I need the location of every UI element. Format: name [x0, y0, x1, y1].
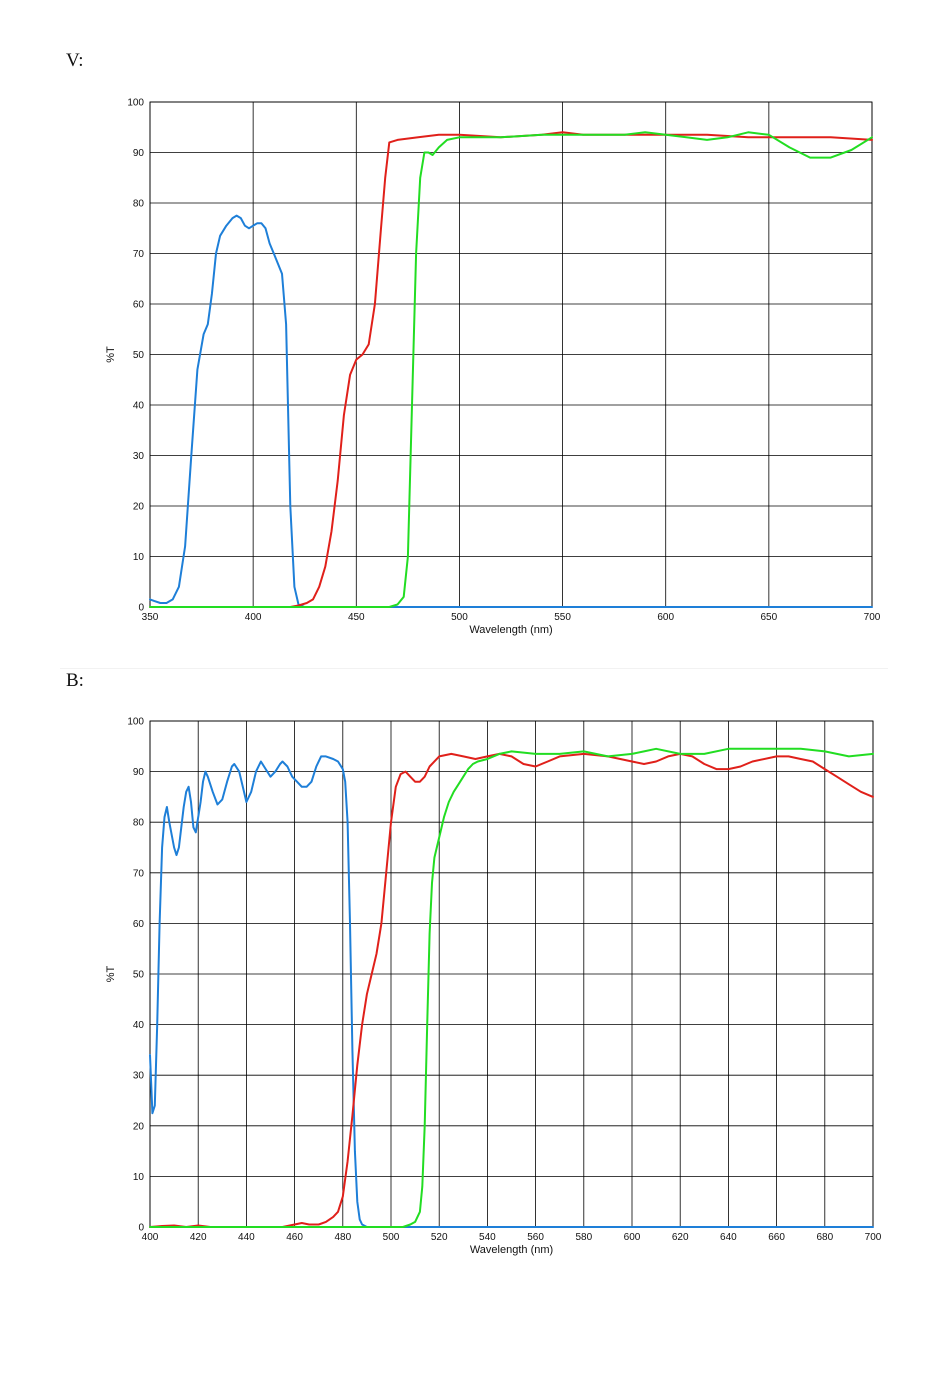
- x-tick-label: 450: [348, 612, 365, 623]
- y-tick-label: 100: [127, 717, 144, 728]
- y-tick-label: 0: [138, 603, 144, 614]
- x-tick-label: 420: [190, 1232, 207, 1243]
- y-tick-label: 80: [133, 818, 145, 829]
- x-tick-label: 480: [334, 1232, 351, 1243]
- x-tick-label: 640: [720, 1232, 737, 1243]
- series-line-1: [149, 214, 873, 608]
- series-line-3: [149, 131, 873, 608]
- panel-divider: [60, 668, 888, 669]
- x-tick-label: 350: [142, 612, 159, 623]
- x-tick-label: 580: [575, 1232, 592, 1243]
- y-tick-label: 60: [133, 919, 145, 930]
- x-tick-label: 550: [554, 612, 571, 623]
- y-tick-label: 80: [133, 199, 145, 210]
- x-tick-label: 440: [238, 1232, 255, 1243]
- y-tick-label: 0: [138, 1223, 144, 1234]
- x-tick-label: 700: [864, 612, 881, 623]
- y-tick-label: 40: [133, 1020, 145, 1031]
- y-tick-label: 20: [133, 502, 145, 513]
- x-tick-label: 500: [383, 1232, 400, 1243]
- y-tick-label: 50: [133, 350, 145, 361]
- x-tick-label: 680: [816, 1232, 833, 1243]
- y-tick-label: 100: [127, 98, 144, 109]
- y-tick-label: 10: [133, 1172, 145, 1183]
- y-tick-label: 60: [133, 300, 145, 311]
- y-tick-label: 70: [133, 868, 145, 879]
- y-tick-label: 30: [133, 1071, 145, 1082]
- y-tick-label: 50: [133, 970, 145, 981]
- y-tick-label: 40: [133, 401, 145, 412]
- y-axis-title: %T: [105, 965, 117, 982]
- y-tick-label: 90: [133, 767, 145, 778]
- x-axis-title: Wavelength (nm): [470, 1244, 553, 1256]
- x-tick-label: 520: [431, 1232, 448, 1243]
- x-tick-label: 600: [624, 1232, 641, 1243]
- x-tick-label: 540: [479, 1232, 496, 1243]
- series-line-2: [149, 131, 873, 608]
- chart-v-transmission: 0 10 20 30 40 50 60 70 80 90 100 350 400 450 500 550 600…: [105, 98, 881, 637]
- x-tick-label: 700: [865, 1232, 882, 1243]
- x-tick-label: 620: [672, 1232, 689, 1243]
- series-line-1: [149, 755, 874, 1228]
- y-tick-label: 90: [133, 148, 145, 159]
- x-tick-label: 560: [527, 1232, 544, 1243]
- series-line-3: [149, 747, 874, 1228]
- panel-label-b: B:: [66, 670, 84, 691]
- x-tick-label: 460: [286, 1232, 303, 1243]
- x-tick-label: 400: [142, 1232, 159, 1243]
- y-tick-label: 30: [133, 451, 145, 462]
- x-tick-label: 500: [451, 612, 468, 623]
- panel-label-v: V:: [66, 50, 84, 71]
- y-axis-title: %T: [105, 346, 117, 363]
- y-tick-label: 70: [133, 249, 145, 260]
- y-tick-label: 20: [133, 1121, 145, 1132]
- x-tick-label: 400: [245, 612, 262, 623]
- x-axis-title: Wavelength (nm): [469, 624, 552, 636]
- x-tick-label: 600: [657, 612, 674, 623]
- series-line-2: [149, 752, 874, 1228]
- x-tick-label: 660: [768, 1232, 785, 1243]
- x-tick-label: 650: [761, 612, 778, 623]
- y-tick-label: 10: [133, 552, 145, 563]
